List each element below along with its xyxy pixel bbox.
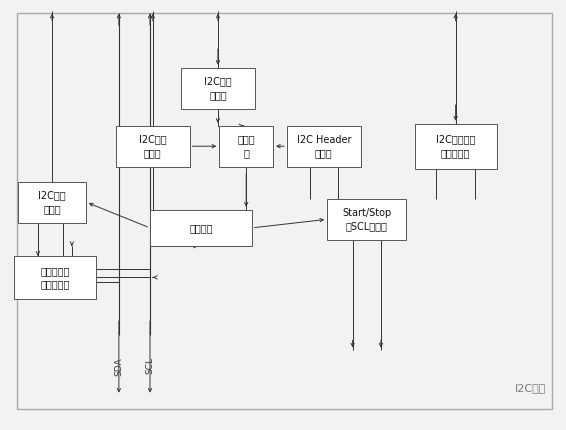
Bar xyxy=(414,124,497,169)
Bar xyxy=(327,199,406,240)
Text: 地址比
较: 地址比 较 xyxy=(237,135,255,158)
Text: SCL: SCL xyxy=(145,357,155,374)
Bar xyxy=(220,126,273,166)
Text: Start/Stop
及SCL发生器: Start/Stop 及SCL发生器 xyxy=(342,208,392,231)
Text: I2C接口: I2C接口 xyxy=(515,384,546,393)
Text: I2C Header
寄存器: I2C Header 寄存器 xyxy=(297,135,351,158)
Bar xyxy=(116,126,190,166)
Bar xyxy=(150,210,252,246)
Text: I2C状态
寄存器: I2C状态 寄存器 xyxy=(38,190,66,214)
Text: I2C数据寄存
器及处理器: I2C数据寄存 器及处理器 xyxy=(436,135,475,158)
Bar xyxy=(14,256,96,299)
Text: 主状态机: 主状态机 xyxy=(189,223,213,233)
Bar xyxy=(18,181,86,223)
Text: 仲裁及起始
停止位检测: 仲裁及起始 停止位检测 xyxy=(40,266,70,289)
Text: I2C控制
寄存器: I2C控制 寄存器 xyxy=(139,135,166,158)
Text: SDA: SDA xyxy=(114,357,123,375)
Bar xyxy=(287,126,361,166)
Bar xyxy=(181,68,255,108)
Text: I2C地址
寄存器: I2C地址 寄存器 xyxy=(204,77,231,100)
